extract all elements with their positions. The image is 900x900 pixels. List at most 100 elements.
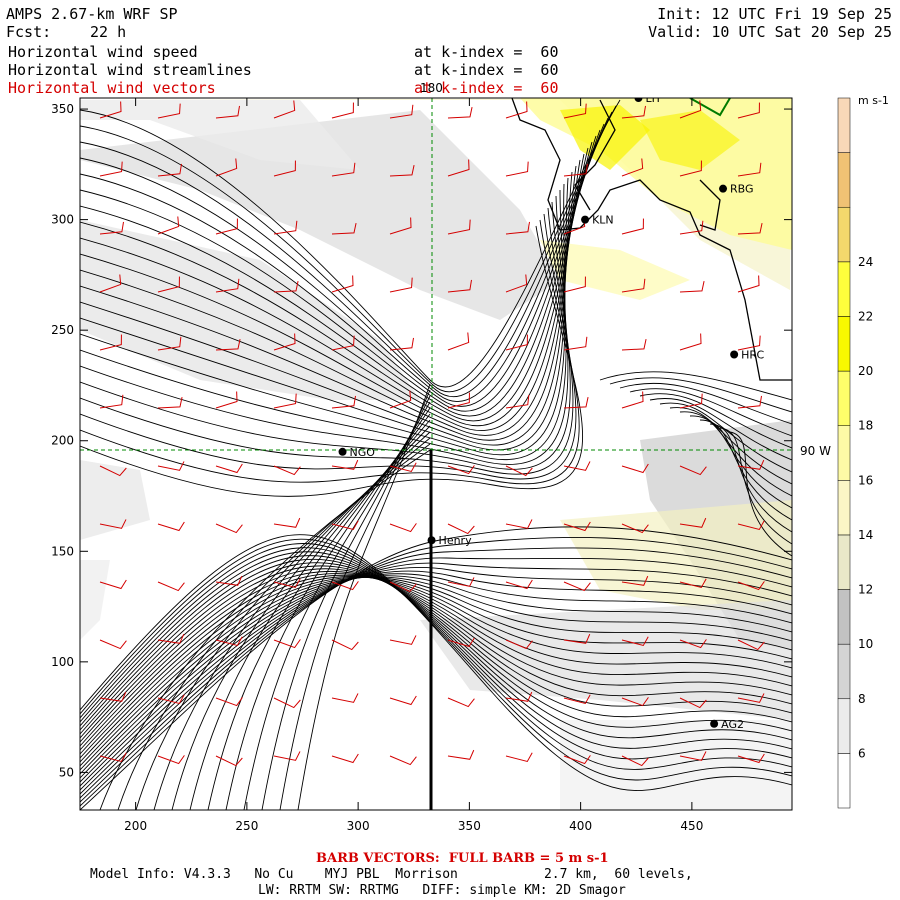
wind-barb [389,695,417,706]
wind-barb [679,639,707,649]
wind-barb [215,697,243,707]
wind-barb [273,639,301,649]
wind-barb [273,578,301,589]
colorbar-swatch [837,698,851,754]
wind-barb [99,691,127,702]
wind-barb [215,523,243,534]
field-name-streamlines: Horizontal wind streamlines [8,61,252,79]
wind-barb [447,332,470,351]
wind-barb [737,753,765,764]
wind-barb [505,579,533,590]
physics-info: LW: RRTM SW: RRTMG DIFF: simple KM: 2D S… [258,883,626,898]
colorbar-label: 6 [858,746,866,760]
wind-barb [273,751,301,761]
wind-barb [215,575,243,586]
wind-barb [563,163,588,177]
wind-barb [447,107,473,119]
wind-barb [563,633,591,644]
wind-barb [99,579,127,590]
streamline [639,393,792,449]
streamline [80,573,792,755]
wind-barb [99,752,127,763]
streamline [80,547,792,803]
station-marker [634,98,643,102]
y-tick-label: 350 [51,102,74,116]
wind-barb [679,517,707,528]
wind-barb [99,161,123,177]
wind-barb [447,577,475,587]
wind-barb [331,162,356,177]
streamline [80,141,593,422]
streamline [80,536,792,807]
wind-barb [273,517,301,528]
wind-barb [621,575,649,586]
streamline [80,201,571,470]
wind-barb [505,274,528,293]
wind-barb [389,755,417,766]
station-marker [338,447,347,456]
wind-barb [563,521,591,532]
streamline [80,105,617,393]
wind-barb [447,279,472,293]
wind-barb [389,277,413,293]
colorbar-swatch [837,589,851,645]
streamline [80,565,792,743]
streamline [243,401,431,810]
wind-barb [389,165,415,177]
wind-barb [621,218,644,235]
wind-barb [157,397,183,409]
wind-barb [621,105,646,119]
streamline [297,383,431,810]
wind-barb [505,221,530,235]
y-tick-label: 100 [51,655,74,669]
x-tick-label: 450 [680,819,703,833]
wind-barb [157,216,180,235]
wind-barb [331,335,355,351]
wind-barb [157,461,185,471]
streamline [729,431,792,557]
streamline [80,562,792,795]
streamline [629,388,792,437]
streamline [699,419,792,521]
station-label: Henry [439,534,473,547]
field-name-vectors: Horizontal wind vectors [8,79,216,97]
field-level-streamlines: at k-index = 60 [414,61,559,79]
wind-barb [389,635,417,645]
wind-barb [99,519,127,529]
colorbar-swatch [837,480,851,536]
streamline [99,449,431,810]
station-marker [710,719,719,728]
wind-barb [737,520,765,531]
plot-frame [79,97,793,811]
colorbar-label: 8 [858,692,866,706]
coastline [511,98,792,381]
streamline [80,147,589,427]
y-tick-label: 150 [51,544,74,558]
wind-barb [99,274,122,293]
wind-barb [331,693,359,703]
streamline [80,135,597,417]
wind-barb [505,691,533,702]
wind-barb [215,105,240,119]
valid-time: Valid: 10 UTC Sat 20 Sep 25 [648,23,892,41]
wind-barb [215,463,243,474]
streamline [659,402,792,473]
wind-barb [737,395,762,409]
wind-barb [273,220,298,235]
streamline [80,570,792,751]
wind-barb [679,697,707,709]
wind-barb [331,102,354,119]
colorbar-swatch [837,370,851,426]
wind-barb [679,281,705,293]
colorbar-label: 12 [858,583,873,597]
streamline [80,534,792,791]
colorbar-swatch [837,534,851,590]
station-marker [581,215,590,224]
wind-barb [621,158,644,177]
wind-barb [273,160,296,177]
wind-barb [389,462,417,473]
lon90-label: 90 W [800,444,831,458]
init-time: Init: 12 UTC Fri 19 Sep 25 [657,5,892,23]
wind-barb [563,276,586,293]
wind-barb [389,523,417,533]
